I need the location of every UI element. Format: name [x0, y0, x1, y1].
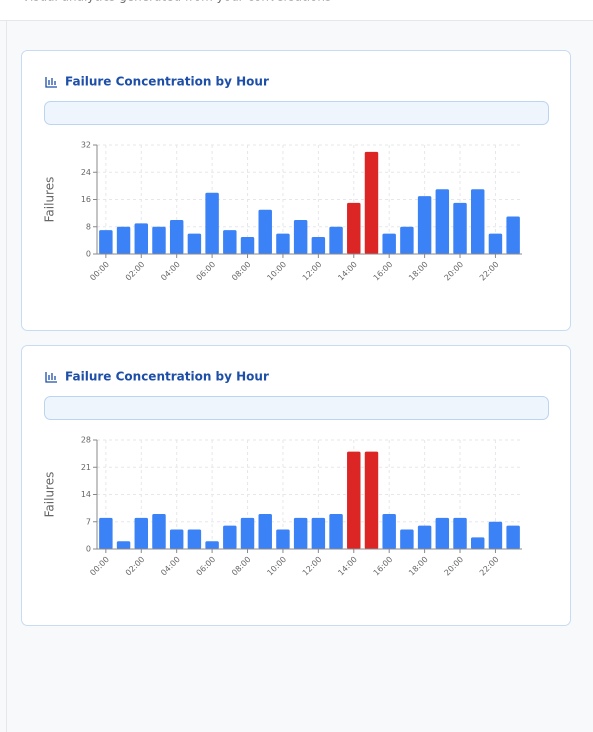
- y-axis-label: Failures: [43, 472, 57, 518]
- bar: [258, 209, 272, 254]
- y-axis-label: Failures: [43, 177, 57, 223]
- y-tick-label: 0: [86, 250, 91, 259]
- header-bar: [0, 0, 593, 20]
- bar: [152, 513, 166, 549]
- y-tick-label: 14: [81, 490, 91, 499]
- bar: [134, 223, 148, 254]
- bar: [488, 521, 503, 549]
- bar: [329, 513, 343, 549]
- chart-icon: [45, 372, 57, 383]
- bar: [364, 151, 379, 254]
- bar: [364, 451, 379, 549]
- card-title: Failure Concentration by Hour: [65, 370, 269, 384]
- bar: [435, 517, 450, 549]
- info-box: [44, 396, 549, 420]
- bar: [435, 189, 450, 254]
- bar: [223, 230, 237, 254]
- bar: [169, 529, 184, 549]
- card-title: Failure Concentration by Hour: [65, 75, 269, 89]
- bar: [471, 189, 485, 254]
- bar: [453, 517, 467, 549]
- y-tick-label: 0: [86, 545, 91, 554]
- bar: [329, 226, 343, 254]
- card: [21, 345, 571, 626]
- bar: [116, 226, 131, 254]
- bar: [293, 517, 308, 549]
- bar: [205, 192, 219, 254]
- card: [21, 50, 571, 331]
- bar: [116, 541, 131, 549]
- bar: [382, 513, 396, 549]
- bar: [240, 517, 255, 549]
- header-subtitle: Visual analytics generated from your con…: [22, 0, 331, 4]
- bar: [453, 202, 467, 254]
- bar: [506, 525, 520, 549]
- bar: [311, 236, 326, 254]
- bar: [417, 525, 432, 549]
- bar: [400, 529, 414, 549]
- bar: [417, 196, 432, 254]
- bar: [471, 537, 485, 549]
- bar: [506, 216, 520, 254]
- chart-icon: [45, 77, 57, 88]
- y-tick-label: 7: [86, 517, 91, 526]
- bar: [99, 230, 113, 254]
- bar: [293, 219, 308, 254]
- bar: [187, 529, 202, 549]
- y-tick-label: 28: [81, 436, 91, 445]
- y-tick-label: 24: [81, 168, 91, 177]
- bar: [134, 517, 148, 549]
- bar: [169, 219, 184, 254]
- bar: [187, 233, 202, 254]
- bar: [240, 236, 255, 254]
- bar: [276, 233, 290, 254]
- bar: [488, 233, 503, 254]
- bar: [276, 529, 290, 549]
- bar: [400, 226, 414, 254]
- bar: [152, 226, 166, 254]
- bar: [347, 202, 361, 254]
- y-tick-label: 8: [86, 222, 91, 231]
- y-tick-label: 21: [81, 463, 91, 472]
- bar: [382, 233, 396, 254]
- info-box: [44, 101, 549, 125]
- bar: [223, 525, 237, 549]
- y-tick-label: 32: [81, 141, 91, 150]
- bar: [311, 517, 326, 549]
- bar: [347, 451, 361, 549]
- y-tick-label: 16: [81, 195, 91, 204]
- bar: [205, 541, 219, 549]
- bar: [258, 513, 272, 549]
- bar: [99, 517, 113, 549]
